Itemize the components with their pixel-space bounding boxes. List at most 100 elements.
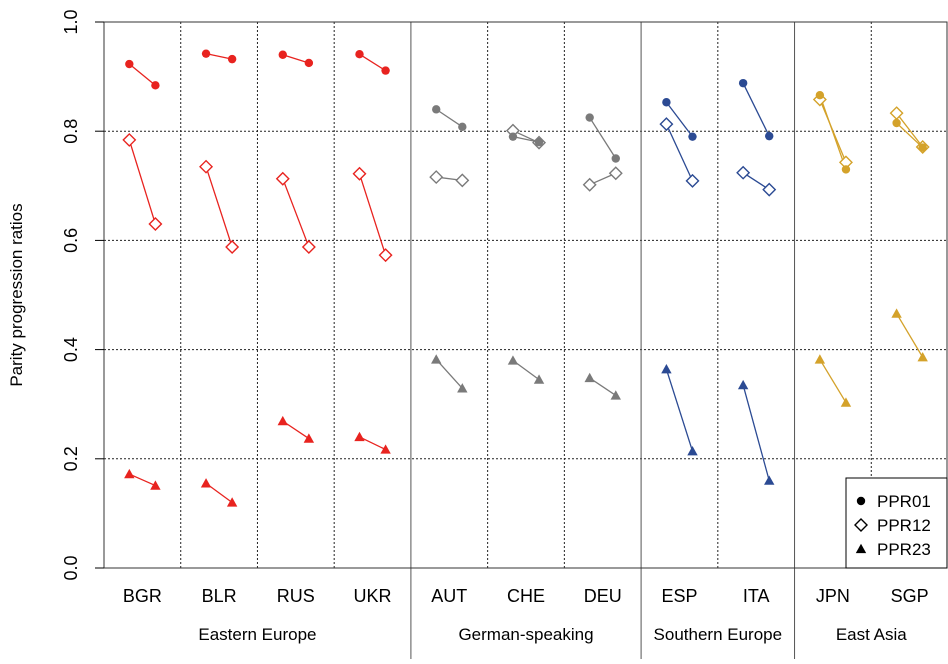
ppr01-point	[125, 59, 134, 69]
group-label: Southern Europe	[654, 625, 783, 644]
ppr23-point	[226, 497, 238, 507]
ppr01-point	[918, 143, 927, 152]
ppr01-point	[432, 105, 441, 114]
ppr12-point	[762, 182, 777, 197]
ppr01-point	[841, 165, 851, 174]
ppr12-point	[659, 117, 674, 132]
ppr12-point	[199, 159, 214, 174]
ppr12-point	[352, 166, 367, 181]
ppr23-point	[200, 478, 212, 488]
ppr23-point	[917, 352, 928, 362]
y-tick-label: 0.0	[61, 555, 81, 580]
ppr01-connector	[589, 117, 617, 159]
ppr23-point	[277, 415, 288, 426]
y-tick-label: 0.2	[61, 446, 81, 471]
ppr23-point	[124, 468, 135, 479]
ppr01-point	[458, 122, 467, 132]
gridlines	[104, 22, 948, 659]
ppr01-point	[585, 113, 594, 122]
ppr23-point	[764, 475, 775, 485]
plot-frame	[103, 21, 948, 569]
ppr01-point	[278, 50, 287, 59]
country-ukr: UKR	[352, 50, 393, 606]
ppr01-connector	[282, 54, 310, 64]
x-tick-label: BLR	[202, 586, 237, 606]
ppr23-point	[687, 445, 698, 456]
ppr23-point	[737, 379, 749, 390]
group-label: German-speaking	[458, 625, 593, 644]
ppr01-point	[738, 78, 748, 88]
ppr12-point	[301, 239, 316, 254]
country-blr: BLR	[199, 49, 240, 606]
ppr12-connector	[358, 173, 387, 256]
y-tick-label: 0.4	[61, 337, 81, 362]
ppr01-connector	[665, 101, 694, 138]
legend-marker-ppr12	[854, 518, 868, 532]
y-tick-label: 0.8	[61, 119, 81, 144]
ppr01-point	[662, 98, 671, 107]
country-rus: RUS	[275, 50, 316, 606]
ppr12-connector	[742, 172, 770, 191]
legend-label-ppr12: PPR12	[877, 516, 931, 535]
data-series: BGR BLR RUS UKR AUT CHE DEU ESP ITA JPN SGP	[122, 49, 930, 606]
y-tick-label: 0.6	[61, 228, 81, 253]
legend: PPR01 PPR12 PPR23	[845, 477, 948, 569]
group-label: East Asia	[836, 625, 907, 644]
group-label: Eastern Europe	[198, 625, 316, 644]
country-aut: AUT	[429, 105, 470, 606]
x-tick-label: SGP	[891, 586, 929, 606]
ppr12-point	[378, 248, 393, 263]
ppr01-point	[304, 58, 314, 68]
ppr23-connector	[665, 369, 694, 452]
country-sgp: SGP	[889, 106, 930, 606]
ppr12-connector	[282, 178, 310, 248]
x-tick-label: AUT	[431, 586, 467, 606]
ppr23-connector	[359, 436, 386, 451]
legend-marker-ppr23	[855, 543, 867, 554]
legend-label-ppr01: PPR01	[877, 492, 931, 511]
ppr12-connector	[128, 139, 157, 225]
country-che: CHE	[505, 123, 547, 606]
ppr01-point	[765, 131, 774, 141]
ppr01-connector	[205, 53, 233, 60]
ppr23-point	[303, 433, 315, 443]
ppr12-point	[455, 173, 470, 188]
ppr23-point	[855, 543, 867, 554]
ppr12-point	[889, 106, 904, 121]
ppr12-point	[854, 518, 868, 532]
ppr01-point	[892, 118, 901, 128]
country-deu: DEU	[582, 113, 623, 606]
ppr01-point	[611, 154, 620, 163]
ppr23-point	[457, 383, 468, 393]
ppr01-connector	[896, 122, 924, 149]
ppr01-connector	[742, 82, 770, 137]
legend-label-ppr23: PPR23	[877, 540, 931, 559]
ppr01-connector	[435, 108, 463, 128]
ppr23-connector	[819, 359, 847, 403]
ppr23-point	[533, 374, 545, 384]
ppr23-point	[891, 308, 902, 318]
ppr01-point	[201, 49, 211, 58]
ppr23-point	[507, 355, 519, 365]
ppr23-connector	[129, 473, 156, 487]
country-bgr: BGR	[122, 59, 163, 606]
x-tick-label: JPN	[816, 586, 850, 606]
ppr12-point	[148, 217, 163, 232]
x-tick-label: DEU	[584, 586, 622, 606]
ppr01-point	[534, 137, 544, 147]
ppr01-point	[815, 90, 825, 100]
ppr01-point	[856, 496, 866, 506]
ppr23-point	[584, 372, 595, 383]
x-tick-label: BGR	[123, 586, 162, 606]
ppr23-point	[150, 480, 161, 490]
ppr23-point	[661, 364, 672, 374]
ppr12-point	[429, 170, 444, 185]
ppr12-connector	[896, 112, 924, 148]
ppr12-point	[275, 171, 290, 186]
ppr23-point	[380, 444, 391, 454]
ppr01-point	[381, 66, 390, 75]
country-esp: ESP	[659, 98, 700, 606]
ppr23-point	[814, 354, 826, 364]
